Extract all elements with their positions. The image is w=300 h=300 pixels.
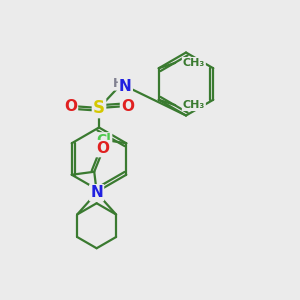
Text: Cl: Cl [96, 133, 111, 147]
Text: O: O [121, 99, 134, 114]
Text: N: N [90, 185, 103, 200]
Text: O: O [97, 141, 110, 156]
Text: CH₃: CH₃ [183, 58, 205, 68]
Text: H: H [113, 76, 124, 90]
Text: N: N [119, 79, 132, 94]
Text: S: S [93, 99, 105, 117]
Text: O: O [64, 99, 77, 114]
Text: CH₃: CH₃ [183, 100, 205, 110]
